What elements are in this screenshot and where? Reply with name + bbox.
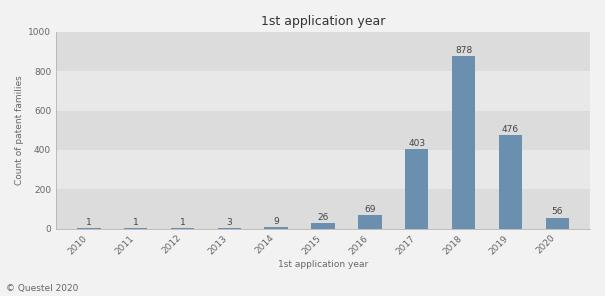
Bar: [56, 111, 590, 150]
Bar: [405, 149, 428, 229]
Text: 56: 56: [552, 207, 563, 216]
Bar: [56, 189, 590, 229]
Text: 9: 9: [273, 217, 279, 226]
Bar: [452, 56, 476, 229]
Text: 3: 3: [226, 218, 232, 227]
Bar: [546, 218, 569, 229]
Y-axis label: Count of patent families: Count of patent families: [15, 75, 24, 185]
Text: 878: 878: [455, 46, 472, 55]
Text: 1: 1: [86, 218, 92, 227]
Text: 476: 476: [502, 125, 519, 134]
Bar: [56, 150, 590, 189]
Text: 403: 403: [408, 139, 425, 148]
X-axis label: 1st application year: 1st application year: [278, 260, 368, 269]
Bar: [499, 135, 522, 229]
Text: 26: 26: [318, 213, 329, 222]
Bar: [312, 223, 335, 229]
Title: 1st application year: 1st application year: [261, 15, 385, 28]
Text: 69: 69: [364, 205, 376, 214]
Text: 1: 1: [180, 218, 185, 227]
Bar: [218, 228, 241, 229]
Bar: [56, 71, 590, 111]
Bar: [56, 32, 590, 71]
Bar: [264, 227, 288, 229]
Text: 1: 1: [132, 218, 139, 227]
Text: © Questel 2020: © Questel 2020: [6, 284, 79, 293]
Bar: [358, 215, 382, 229]
